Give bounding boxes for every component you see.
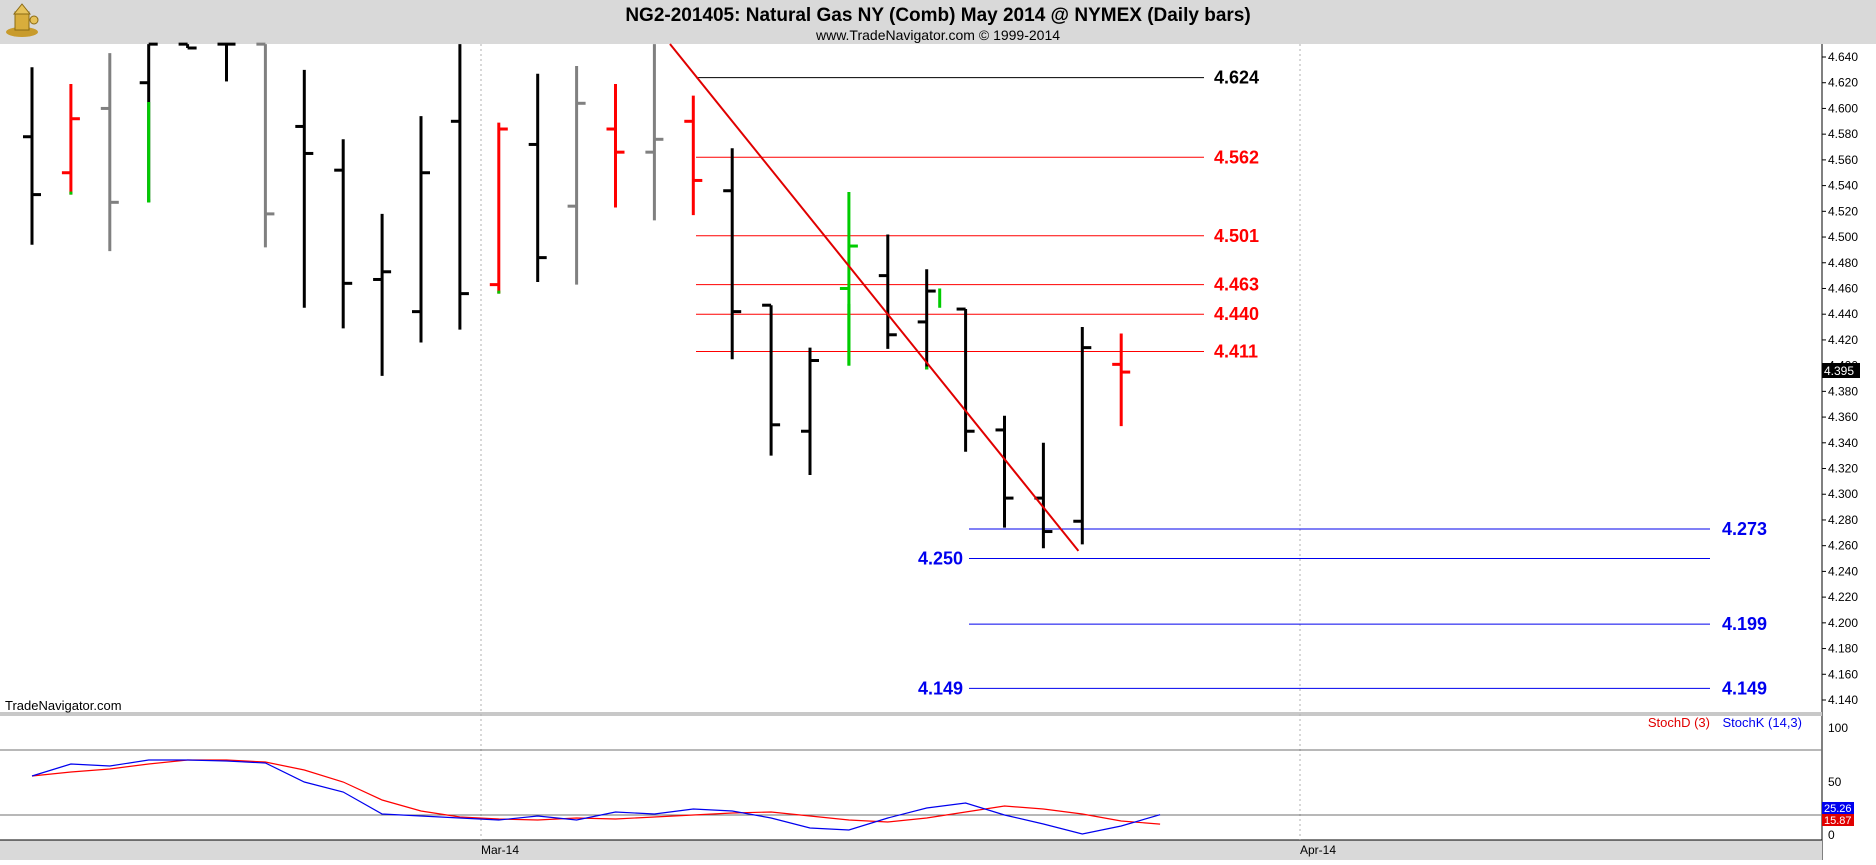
price-tick-label: 4.440 bbox=[1828, 307, 1858, 321]
trendline-layer bbox=[669, 43, 1080, 552]
watermark: TradeNavigator.com bbox=[5, 698, 122, 713]
price-tick-label: 4.340 bbox=[1828, 436, 1858, 450]
price-tick-label: 4.380 bbox=[1828, 384, 1858, 398]
stoch-tick-0: 0 bbox=[1828, 828, 1835, 842]
price-tick-label: 4.620 bbox=[1828, 76, 1858, 90]
price-tick-label: 4.240 bbox=[1828, 564, 1858, 578]
stochastic-panel bbox=[0, 718, 1822, 839]
stochastic-lines bbox=[31, 759, 1161, 835]
stoch-k-badge bbox=[1822, 802, 1854, 814]
price-tick-label: 4.420 bbox=[1828, 333, 1858, 347]
fib-level-label: 4.149 bbox=[918, 678, 963, 698]
price-axis-ticks: 4.640 4.620 4.600 4.580 4.560 4.540 4.520 4.500… bbox=[1822, 50, 1858, 707]
fib-level-label: 4.411 bbox=[1214, 341, 1258, 361]
header-bar bbox=[0, 0, 1876, 44]
price-tick-label: 4.600 bbox=[1828, 101, 1858, 115]
fib-level-label: 4.562 bbox=[1214, 147, 1259, 167]
stoch-d-badge bbox=[1822, 814, 1854, 826]
fibonacci-levels: 4.624 4.562 4.501 4.463 4.440 4.411 4.273 4.250… bbox=[696, 68, 1767, 698]
stoch-k-value: 25.26 bbox=[1824, 803, 1852, 815]
last-price-label: 4.395 bbox=[1824, 364, 1854, 378]
price-tick-label: 4.520 bbox=[1828, 204, 1858, 218]
price-tick-label: 4.460 bbox=[1828, 281, 1858, 295]
trendline bbox=[669, 43, 1080, 552]
price-tick-label: 4.580 bbox=[1828, 127, 1858, 141]
legend-stoch-d: StochD (3) bbox=[1648, 715, 1710, 730]
price-tick-label: 4.480 bbox=[1828, 256, 1858, 270]
fib-level-label: 4.440 bbox=[1214, 304, 1259, 324]
price-tick-label: 4.200 bbox=[1828, 616, 1858, 630]
fib-level-label: 4.149 bbox=[1722, 678, 1767, 698]
last-price-badge bbox=[1822, 363, 1860, 378]
price-tick-label: 4.260 bbox=[1828, 539, 1858, 553]
stoch-tick-100: 100 bbox=[1828, 721, 1848, 735]
price-tick-label: 4.560 bbox=[1828, 153, 1858, 167]
date-label-apr: Apr-14 bbox=[1300, 843, 1336, 857]
fib-level-label: 4.463 bbox=[1214, 275, 1259, 295]
price-panel bbox=[0, 44, 1822, 714]
fib-level-label: 4.624 bbox=[1214, 68, 1259, 88]
stoch-k-line bbox=[31, 759, 1161, 835]
stoch-d-value: 15.87 bbox=[1824, 815, 1852, 827]
legend-stoch-k: StochK (14,3) bbox=[1723, 715, 1803, 730]
price-tick-label: 4.220 bbox=[1828, 590, 1858, 604]
price-tick-label: 4.140 bbox=[1828, 693, 1858, 707]
logo-icon bbox=[6, 3, 39, 37]
price-tick-label: 4.500 bbox=[1828, 230, 1858, 244]
price-tick-label: 4.360 bbox=[1828, 410, 1858, 424]
fib-level-label: 4.501 bbox=[1214, 226, 1259, 246]
price-tick-label: 4.300 bbox=[1828, 487, 1858, 501]
price-tick-label: 4.640 bbox=[1828, 50, 1858, 64]
ohlc-bars bbox=[23, 42, 1131, 549]
chart-title: NG2-201405: Natural Gas NY (Comb) May 20… bbox=[625, 5, 1250, 26]
stoch-d-line bbox=[31, 759, 1161, 825]
fib-level-label: 4.273 bbox=[1722, 519, 1767, 539]
price-tick-label: 4.160 bbox=[1828, 667, 1858, 681]
price-tick-label: 4.320 bbox=[1828, 462, 1858, 476]
date-axis-area bbox=[0, 840, 1822, 860]
price-tick-label: 4.180 bbox=[1828, 642, 1858, 656]
fib-level-label: 4.199 bbox=[1722, 614, 1767, 634]
fib-level-label: 4.250 bbox=[918, 549, 963, 569]
stoch-tick-50: 50 bbox=[1828, 775, 1842, 789]
price-tick-label: 4.280 bbox=[1828, 513, 1858, 527]
chart-subtitle: www.TradeNavigator.com © 1999-2014 bbox=[815, 27, 1060, 43]
price-tick-label: 4.540 bbox=[1828, 179, 1858, 193]
price-axis-area bbox=[1822, 44, 1876, 860]
date-label-mar: Mar-14 bbox=[481, 843, 519, 857]
